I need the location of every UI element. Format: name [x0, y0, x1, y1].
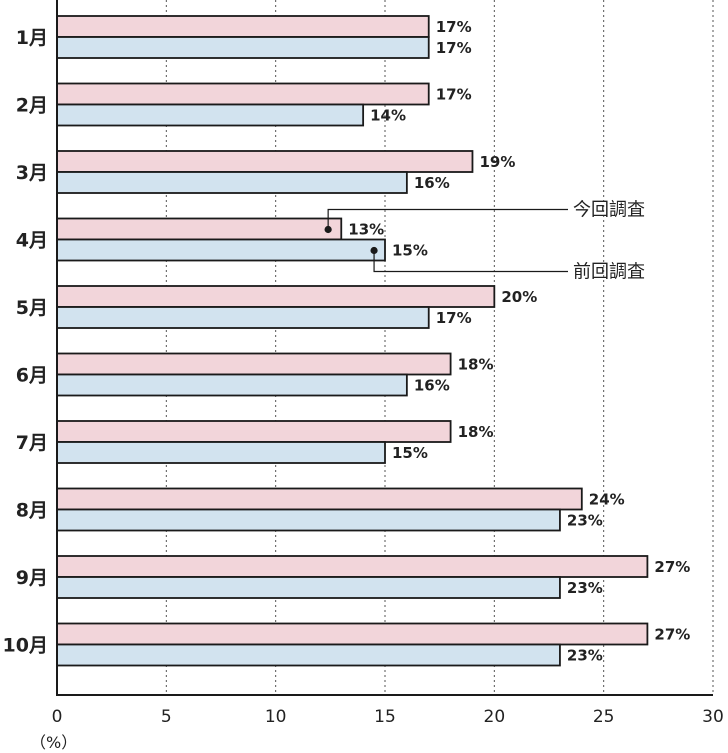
x-tick-label-20: 20	[484, 707, 506, 727]
value-label-current-1: 17%	[436, 18, 472, 36]
x-tick-label-10: 10	[265, 707, 287, 727]
bar-current-3	[56, 150, 474, 173]
legend-leader-current	[327, 208, 568, 230]
legend-dot-current	[324, 225, 332, 234]
value-label-previous-3: 16%	[414, 174, 450, 192]
value-label-current-5: 20%	[501, 288, 537, 306]
bar-current-9	[56, 555, 649, 578]
category-label-2: 2月	[16, 95, 48, 117]
category-label-4: 4月	[16, 230, 48, 252]
value-labels: 17% 17% 17% 14% 19% 16% 13% 15% 20% 17% 18% 16% 18% 1…	[348, 18, 690, 665]
axes	[56, 0, 713, 696]
bar-current-2	[56, 82, 430, 106]
value-label-current-4: 13%	[348, 221, 384, 239]
value-label-previous-6: 16%	[414, 377, 450, 395]
bar-previous-6	[56, 373, 408, 397]
bar-previous-2	[56, 103, 365, 127]
legend-dot-previous	[370, 246, 378, 255]
x-tick-label-30: 30	[702, 707, 724, 727]
bar-previous-7	[56, 441, 386, 464]
value-label-previous-2: 14%	[370, 107, 406, 125]
x-unit-label: （%）	[30, 733, 77, 752]
bar-current-5	[56, 285, 496, 308]
value-label-previous-8: 23%	[567, 512, 603, 530]
value-label-current-9: 27%	[654, 558, 690, 576]
bar-current-8	[56, 487, 583, 511]
category-label-8: 8月	[16, 500, 48, 522]
bar-previous-9	[56, 576, 561, 599]
category-label-3: 3月	[16, 162, 48, 184]
legend-leader-previous	[373, 250, 568, 273]
value-label-previous-1: 17%	[436, 39, 472, 57]
value-label-current-3: 19%	[479, 153, 515, 171]
x-tick-label-25: 25	[593, 707, 615, 727]
x-tick-label-15: 15	[374, 707, 396, 727]
value-label-previous-5: 17%	[436, 309, 472, 327]
legend-label-current: 今回調査	[573, 200, 645, 221]
category-label-5: 5月	[16, 297, 48, 319]
bar-current-1	[56, 15, 430, 38]
bar-previous-1	[56, 36, 430, 59]
bar-previous-3	[56, 171, 408, 194]
bar-previous-5	[56, 306, 430, 329]
x-tick-label-0: 0	[52, 707, 63, 727]
bar-current-10	[56, 622, 649, 646]
bar-current-6	[56, 352, 452, 376]
category-label-1: 1月	[16, 27, 48, 49]
value-label-current-6: 18%	[458, 356, 494, 374]
bar-current-7	[56, 420, 452, 443]
value-label-previous-9: 23%	[567, 579, 603, 597]
value-label-previous-10: 23%	[567, 647, 603, 665]
value-label-current-7: 18%	[458, 423, 494, 441]
legend-label-previous: 前回調査	[573, 262, 645, 283]
value-label-current-10: 27%	[654, 626, 690, 644]
value-label-previous-7: 15%	[392, 444, 428, 462]
bar-current-4	[56, 217, 343, 241]
category-label-10: 10月	[3, 635, 48, 657]
category-label-7: 7月	[16, 432, 48, 454]
x-tick-labels: 0 5 10 15 20 25 30	[52, 707, 724, 727]
category-labels: 1月 2月 3月 4月 5月 6月 7月 8月 9月 10月	[3, 27, 48, 657]
bar-previous-8	[56, 508, 561, 532]
bar-previous-4	[56, 238, 386, 262]
bars	[56, 15, 649, 667]
bar-previous-10	[56, 643, 561, 667]
value-label-previous-4: 15%	[392, 242, 428, 260]
value-label-current-8: 24%	[589, 491, 625, 509]
x-tick-label-5: 5	[161, 707, 172, 727]
category-label-9: 9月	[16, 567, 48, 589]
value-label-current-2: 17%	[436, 86, 472, 104]
category-label-6: 6月	[16, 365, 48, 387]
